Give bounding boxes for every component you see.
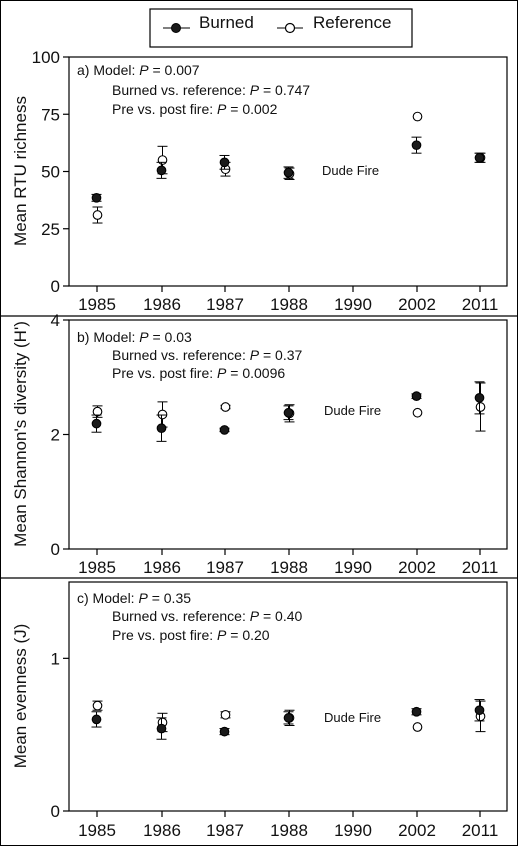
reference-point xyxy=(92,700,103,711)
stat-burned-vs-reference: Burned vs. reference: P = 0.747 xyxy=(112,82,310,98)
reference-point xyxy=(412,407,423,418)
x-tick-label: 1987 xyxy=(206,558,244,577)
burned-point xyxy=(91,714,102,725)
burned-point xyxy=(283,407,294,418)
burned-point xyxy=(474,705,485,716)
reference-point xyxy=(412,722,423,732)
x-tick-label: 1985 xyxy=(78,821,116,840)
dude-fire-label: Dude Fire xyxy=(322,163,379,178)
burned-point xyxy=(219,157,230,168)
x-tick-label: 1990 xyxy=(334,821,372,840)
y-tick-label: 25 xyxy=(41,220,60,239)
panel-c: 0 1 1985 1986 1987 1988 1990 2002 2011 Mean evenn… xyxy=(0,577,518,840)
burned-point xyxy=(411,391,422,401)
x-tick-label: 1987 xyxy=(206,821,244,840)
plot-area xyxy=(68,581,508,812)
x-tick-label: 1990 xyxy=(334,295,372,314)
stat-pre-vs-post: Pre vs. post fire: P = 0.0096 xyxy=(112,365,285,381)
y-tick-label: 75 xyxy=(41,105,60,124)
burned-point xyxy=(156,423,167,434)
x-tick-label: 2011 xyxy=(462,821,499,840)
burned-point xyxy=(283,713,294,723)
stat-burned-vs-reference: Burned vs. reference: P = 0.37 xyxy=(112,347,303,363)
x-tick-label: 2002 xyxy=(398,558,436,577)
burned-point xyxy=(219,726,230,737)
x-tick-label: 1986 xyxy=(143,295,181,314)
reference-point xyxy=(92,406,103,417)
legend-reference-label: Reference xyxy=(313,13,391,32)
reference-point xyxy=(475,402,486,412)
burned-point xyxy=(474,152,485,163)
y-axis-label: Mean evenness (J) xyxy=(11,624,30,769)
y-tick-label: 0 xyxy=(51,802,60,821)
burned-point xyxy=(219,425,230,435)
legend-burned-marker xyxy=(171,23,181,33)
dude-fire-label: Dude Fire xyxy=(324,403,381,418)
stat-burned-vs-reference: Burned vs. reference: P = 0.40 xyxy=(112,608,303,624)
x-tick-label: 2011 xyxy=(462,558,499,577)
x-tick-label: 2011 xyxy=(462,295,499,314)
y-tick-label: 100 xyxy=(32,48,60,67)
reference-point xyxy=(412,111,423,122)
reference-point xyxy=(157,409,168,420)
reference-point xyxy=(220,402,231,412)
burned-point xyxy=(411,140,422,151)
legend-reference-marker xyxy=(284,22,296,34)
burned-point xyxy=(411,706,422,717)
reference-point xyxy=(220,709,231,720)
stat-model-annotation: b) Model: P = 0.03 xyxy=(77,329,192,345)
x-tick-label: 2002 xyxy=(398,295,436,314)
y-tick-label: 1 xyxy=(51,649,60,668)
burned-point xyxy=(474,393,485,403)
x-tick-label: 1986 xyxy=(143,558,181,577)
x-tick-label: 1990 xyxy=(334,558,372,577)
x-tick-label: 1987 xyxy=(206,295,244,314)
x-tick-label: 2002 xyxy=(398,821,436,840)
stat-model-annotation: c) Model: P = 0.35 xyxy=(77,590,191,606)
x-tick-label: 1988 xyxy=(270,558,308,577)
stat-pre-vs-post: Pre vs. post fire: P = 0.002 xyxy=(112,101,278,117)
panel-a: 0 25 50 75 100 1985 1986 1987 1988 1990 2002 2011 Me… xyxy=(11,48,508,314)
burned-point xyxy=(156,165,167,176)
dude-fire-label: Dude Fire xyxy=(324,710,381,725)
reference-point xyxy=(157,155,168,165)
burned-point xyxy=(156,723,167,734)
y-tick-label: 50 xyxy=(41,163,60,182)
burned-point xyxy=(283,167,294,178)
stat-model-annotation: a) Model: P = 0.007 xyxy=(77,62,200,78)
reference-point xyxy=(92,210,103,220)
x-tick-label: 1988 xyxy=(270,295,308,314)
y-tick-label: 4 xyxy=(51,311,60,330)
y-tick-label: 0 xyxy=(51,277,60,296)
panel-b: 0 2 4 1985 1986 1987 1988 1990 2002 2011 Mean Shan… xyxy=(0,311,518,577)
y-tick-label: 2 xyxy=(51,426,60,445)
y-tick-label: 0 xyxy=(51,540,60,559)
y-axis-label: Mean RTU richness xyxy=(11,96,30,246)
x-tick-label: 1985 xyxy=(78,295,116,314)
legend-burned-label: Burned xyxy=(199,13,254,32)
x-tick-label: 1985 xyxy=(78,558,116,577)
stat-pre-vs-post: Pre vs. post fire: P = 0.20 xyxy=(112,627,270,643)
legend: Burned Reference xyxy=(149,8,413,48)
y-axis-label: Mean Shannon's diversity (H') xyxy=(11,321,30,547)
x-tick-label: 1988 xyxy=(270,821,308,840)
burned-point xyxy=(91,418,102,429)
burned-point xyxy=(91,192,102,203)
x-tick-label: 1986 xyxy=(143,821,181,840)
